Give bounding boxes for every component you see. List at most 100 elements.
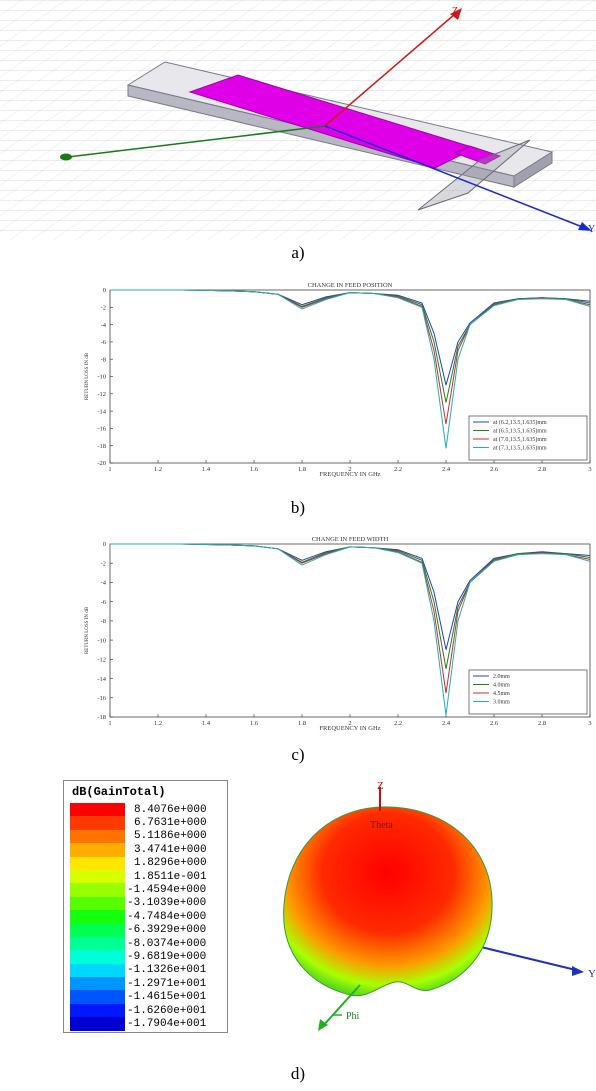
gain-legend-swatch [70, 990, 125, 1004]
x-axis-line [67, 125, 326, 158]
gain-legend-title: dB(GainTotal) [72, 785, 166, 799]
feed-width-xtick-label: 2.6 [490, 720, 499, 727]
feed-position-xtick-label: 1 [108, 466, 111, 473]
feed-position-legend-label: at (6.2,13.5,1.635)mm [493, 419, 547, 426]
feed-width-xtick-label: 1.2 [154, 720, 162, 727]
feed-width-ytick-label: -14 [97, 676, 106, 683]
gain-legend-swatch [70, 923, 125, 937]
z-axis-line [324, 13, 456, 127]
radiation-pattern-3d: Z Theta Y Phi [283, 780, 596, 1031]
feed-position-ytick-label: 0 [103, 287, 106, 294]
feed-width-ytick-label: 0 [103, 541, 106, 548]
pattern-y-arrow [572, 966, 584, 976]
feed-width-xtick-label: 1.8 [298, 720, 306, 727]
gain-legend-entry: -1.7904e+001 [70, 1017, 225, 1031]
gain-legend-value: 5.1186e+000 [134, 830, 207, 843]
feed-position-ytick-label: -12 [97, 391, 106, 398]
gain-legend-value: 1.8296e+000 [134, 857, 207, 870]
feed-position-legend-label: at (6.5,13.5,1.635)mm [493, 428, 547, 435]
chart-feed-position: CHANGE IN FEED POSITION FREQUENCY IN GHz R… [85, 282, 592, 478]
feed-width-xtick-label: 2 [348, 720, 351, 727]
feed-position-ytick-label: -4 [101, 322, 107, 329]
feed-position-series-line [110, 289, 591, 449]
feed-width-ytick-label: -2 [101, 560, 106, 567]
gain-legend-entry: 1.8296e+000 [70, 856, 225, 870]
feed-position-ylabel: RETURN LOSS IN dB [85, 352, 90, 400]
feed-position-xtick-label: 1.6 [250, 466, 259, 473]
gain-legend-value: -4.7484e+000 [127, 910, 207, 923]
feed-width-xtick-label: 3 [588, 720, 591, 727]
gain-legend-swatch [70, 816, 125, 830]
caption-c: c) [291, 745, 305, 764]
gain-legend-entry: -1.2971e+001 [70, 977, 225, 991]
feed-position-xtick-label: 2.8 [538, 466, 546, 473]
feed-position-ytick-label: -20 [97, 460, 106, 467]
feed-width-ytick-label: -4 [101, 580, 107, 587]
gain-legend-scale: 8.4076e+000 6.7631e+000 5.1186e+000 3.4741e… [70, 803, 225, 1031]
feed-width-ytick-label: -18 [97, 714, 106, 721]
gain-legend-swatch [70, 1003, 125, 1018]
gain-legend-entry: -4.7484e+000 [70, 910, 225, 924]
caption-b: b) [290, 498, 306, 517]
gain-legend-entry: -1.4594e+000 [70, 883, 225, 897]
antenna-model-panel: Z Y [0, 0, 596, 240]
feed-position-ytick-label: -16 [97, 426, 106, 433]
z-axis-arrow [450, 8, 462, 20]
feed-position-xtick-label: 2.2 [394, 466, 402, 473]
feed-width-ytick-label: -12 [97, 657, 106, 664]
gain-legend-swatch [70, 829, 125, 844]
gain-legend-entry: -9.6819e+000 [70, 950, 225, 964]
gain-legend-swatch [70, 936, 125, 951]
gain-legend-entry: -8.0374e+000 [70, 936, 225, 951]
feed-width-title: CHANGE IN FEED WIDTH [312, 536, 389, 543]
z-axis-label: Z [452, 6, 458, 17]
chart-c-panel: CHANGE IN FEED WIDTH FREQUENCY IN GHz RETU… [80, 532, 596, 732]
gain-legend-value: -1.4615e+001 [127, 991, 207, 1004]
pattern-z-label: Z [377, 780, 384, 792]
gain-legend-value: -9.6819e+000 [127, 950, 207, 963]
gain-legend: dB(GainTotal) 8.4076e+000 6.7631e+000 5.11… [63, 780, 228, 1033]
gain-legend-value: -1.1326e+001 [127, 964, 207, 977]
gain-legend-swatch [70, 869, 125, 884]
feed-position-ytick-label: -14 [97, 408, 106, 415]
feed-width-legend-label: 4.5mm [493, 691, 510, 697]
gain-legend-value: 6.7631e+000 [134, 817, 207, 830]
feed-position-ytick-label: -8 [101, 356, 106, 363]
gain-legend-entry: -6.3929e+000 [70, 923, 225, 937]
feed-position-xtick-label: 3 [588, 466, 591, 473]
gain-legend-entry: -1.1326e+001 [70, 963, 225, 978]
feed-width-legend-label: 4.0mm [493, 683, 510, 689]
y-axis-label: Y [588, 224, 595, 235]
gain-legend-entry: 1.8511e-001 [70, 869, 225, 884]
gain-legend-value: -8.0374e+000 [127, 937, 207, 950]
feed-position-ytick-label: -6 [101, 339, 107, 346]
gain-legend-value: -6.3929e+000 [127, 924, 207, 937]
theta-label: Theta [370, 820, 393, 831]
gain-legend-value: 1.8511e-001 [134, 870, 207, 883]
feed-position-xtick-label: 2.4 [442, 466, 451, 473]
feed-width-legend-box [468, 669, 588, 715]
gain-legend-swatch [70, 883, 125, 897]
gain-legend-entry: -1.4615e+001 [70, 990, 225, 1004]
feed-position-ytick-label: -2 [101, 305, 106, 312]
gain-legend-swatch [70, 950, 125, 964]
feed-width-legend-label: 3.0mm [493, 700, 510, 706]
gain-legend-entry: 8.4076e+000 [70, 803, 225, 817]
feed-width-xtick-label: 1.4 [202, 720, 211, 727]
gain-legend-swatch [70, 910, 125, 924]
radiation-pattern-panel: Z Theta Y Phi [240, 775, 596, 1055]
pattern-phi-axis [321, 984, 361, 1028]
gain-legend-swatch [70, 896, 125, 911]
gain-legend-value: -1.7904e+001 [127, 1017, 207, 1030]
phi-label: Phi [346, 1011, 360, 1022]
feed-position-xlabel: FREQUENCY IN GHz [319, 471, 380, 478]
feed-width-series-line [110, 543, 591, 716]
gain-legend-value: -1.6260e+001 [127, 1004, 207, 1017]
feed-width-xtick-label: 2.8 [538, 720, 546, 727]
gain-legend-value: -3.1039e+000 [127, 897, 207, 910]
feed-line [453, 145, 502, 165]
caption-d: d) [290, 1064, 306, 1083]
feed-position-xtick-label: 1.8 [298, 466, 306, 473]
feed-width-xtick-label: 2.2 [394, 720, 402, 727]
gain-legend-entry: -3.1039e+000 [70, 896, 225, 911]
